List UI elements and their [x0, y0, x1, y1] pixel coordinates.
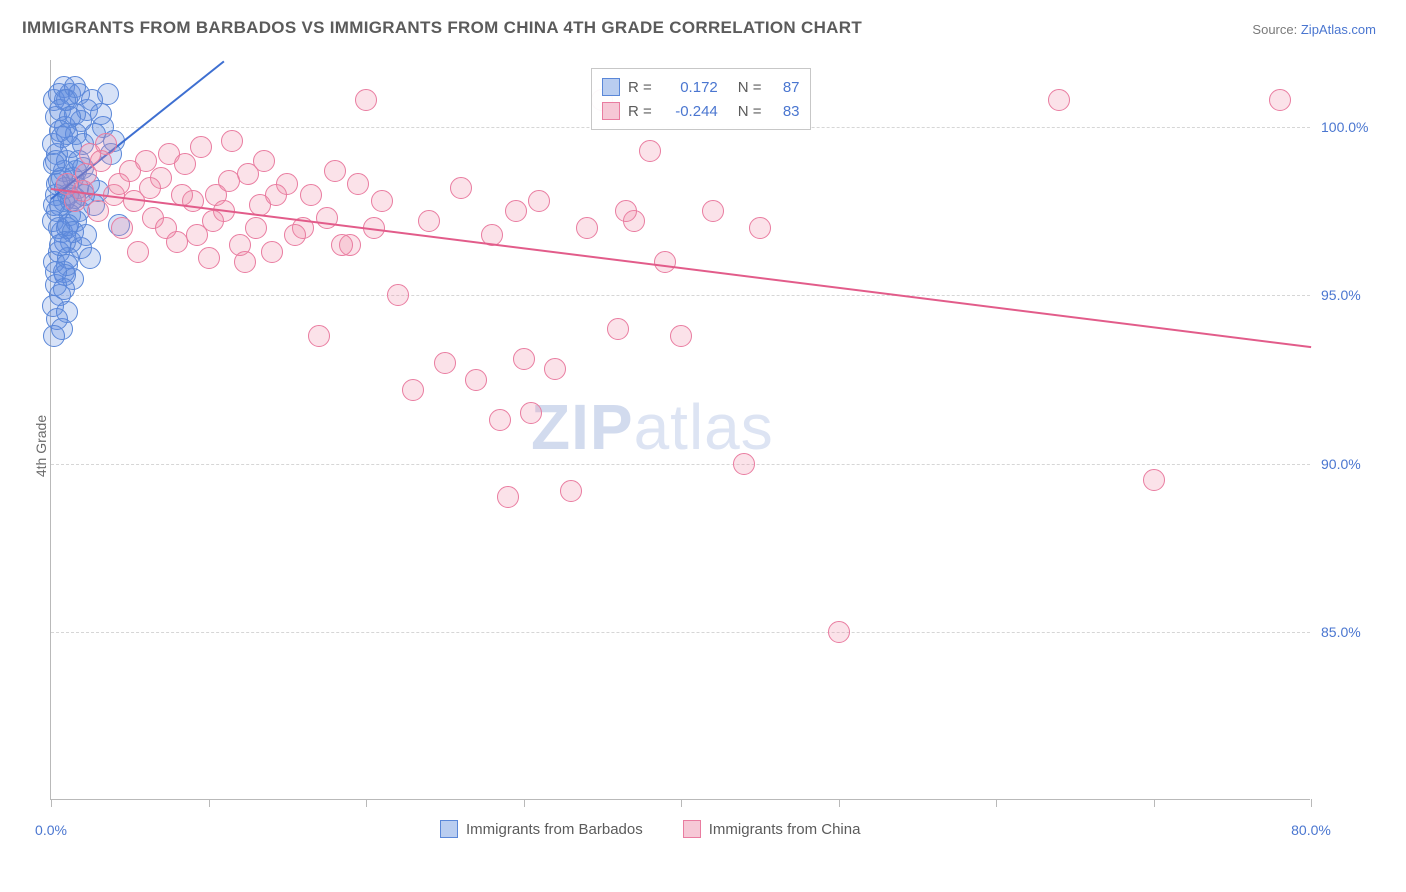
- y-tick-label: 90.0%: [1321, 456, 1361, 472]
- x-tick-mark: [839, 799, 840, 807]
- data-point: [520, 402, 542, 424]
- bottom-legend-item: Immigrants from China: [683, 820, 861, 838]
- data-point: [202, 210, 224, 232]
- data-point: [155, 217, 177, 239]
- data-point: [245, 217, 267, 239]
- data-point: [324, 160, 346, 182]
- data-point: [670, 325, 692, 347]
- x-tick-label: 0.0%: [35, 822, 67, 838]
- data-point: [331, 234, 353, 256]
- gridline: [51, 464, 1310, 465]
- data-point: [53, 278, 75, 300]
- y-axis-label: 4th Grade: [33, 415, 49, 477]
- data-point: [489, 409, 511, 431]
- watermark: ZIPatlas: [531, 390, 774, 464]
- bottom-legend-item: Immigrants from Barbados: [440, 820, 643, 838]
- legend-swatch: [602, 78, 620, 96]
- data-point: [171, 184, 193, 206]
- correlation-legend: R =0.172N =87R =-0.244N =83: [591, 68, 811, 130]
- data-point: [607, 318, 629, 340]
- data-point: [418, 210, 440, 232]
- data-point: [316, 207, 338, 229]
- data-point: [90, 103, 112, 125]
- legend-label: Immigrants from China: [709, 821, 861, 838]
- x-tick-mark: [996, 799, 997, 807]
- data-point: [79, 247, 101, 269]
- data-point: [190, 136, 212, 158]
- data-point: [300, 184, 322, 206]
- data-point: [497, 486, 519, 508]
- data-point: [87, 200, 109, 222]
- data-point: [308, 325, 330, 347]
- data-point: [347, 173, 369, 195]
- data-point: [56, 301, 78, 323]
- data-point: [465, 369, 487, 391]
- data-point: [387, 284, 409, 306]
- data-point: [56, 123, 78, 145]
- data-point: [234, 251, 256, 273]
- data-point: [284, 224, 306, 246]
- legend-swatch: [602, 102, 620, 120]
- x-tick-mark: [366, 799, 367, 807]
- data-point: [43, 325, 65, 347]
- data-point: [139, 177, 161, 199]
- legend-label: Immigrants from Barbados: [466, 821, 643, 838]
- data-point: [450, 177, 472, 199]
- bottom-legend: Immigrants from Barbados Immigrants from …: [440, 820, 860, 838]
- data-point: [733, 453, 755, 475]
- data-point: [576, 217, 598, 239]
- data-point: [49, 234, 71, 256]
- y-tick-label: 95.0%: [1321, 287, 1361, 303]
- data-point: [174, 153, 196, 175]
- x-tick-mark: [1154, 799, 1155, 807]
- data-point: [528, 190, 550, 212]
- x-tick-label: 80.0%: [1291, 822, 1331, 838]
- source-link[interactable]: ZipAtlas.com: [1301, 22, 1376, 37]
- data-point: [402, 379, 424, 401]
- data-point: [513, 348, 535, 370]
- data-point: [218, 170, 240, 192]
- data-point: [261, 241, 283, 263]
- chart-title: IMMIGRANTS FROM BARBADOS VS IMMIGRANTS F…: [22, 18, 862, 38]
- y-tick-label: 100.0%: [1321, 119, 1368, 135]
- x-tick-mark: [51, 799, 52, 807]
- legend-row: R =0.172N =87: [602, 75, 800, 99]
- data-point: [639, 140, 661, 162]
- legend-row: R =-0.244N =83: [602, 99, 800, 123]
- legend-swatch: [683, 820, 701, 838]
- data-point: [265, 184, 287, 206]
- data-point: [434, 352, 456, 374]
- data-point: [253, 150, 275, 172]
- x-tick-mark: [209, 799, 210, 807]
- data-point: [560, 480, 582, 502]
- data-point: [828, 621, 850, 643]
- data-point: [505, 200, 527, 222]
- gridline: [51, 295, 1310, 296]
- x-tick-mark: [524, 799, 525, 807]
- data-point: [1048, 89, 1070, 111]
- source-label: Source: ZipAtlas.com: [1252, 22, 1376, 37]
- data-point: [1143, 469, 1165, 491]
- plot-area: ZIPatlas 85.0%90.0%95.0%100.0%0.0%80.0%R…: [50, 60, 1310, 800]
- data-point: [111, 217, 133, 239]
- data-point: [355, 89, 377, 111]
- data-point: [1269, 89, 1291, 111]
- y-tick-label: 85.0%: [1321, 624, 1361, 640]
- data-point: [90, 150, 112, 172]
- data-point: [371, 190, 393, 212]
- data-point: [615, 200, 637, 222]
- data-point: [127, 241, 149, 263]
- data-point: [544, 358, 566, 380]
- x-tick-mark: [1311, 799, 1312, 807]
- data-point: [749, 217, 771, 239]
- data-point: [654, 251, 676, 273]
- gridline: [51, 632, 1310, 633]
- data-point: [198, 247, 220, 269]
- legend-swatch: [440, 820, 458, 838]
- data-point: [221, 130, 243, 152]
- data-point: [702, 200, 724, 222]
- x-tick-mark: [681, 799, 682, 807]
